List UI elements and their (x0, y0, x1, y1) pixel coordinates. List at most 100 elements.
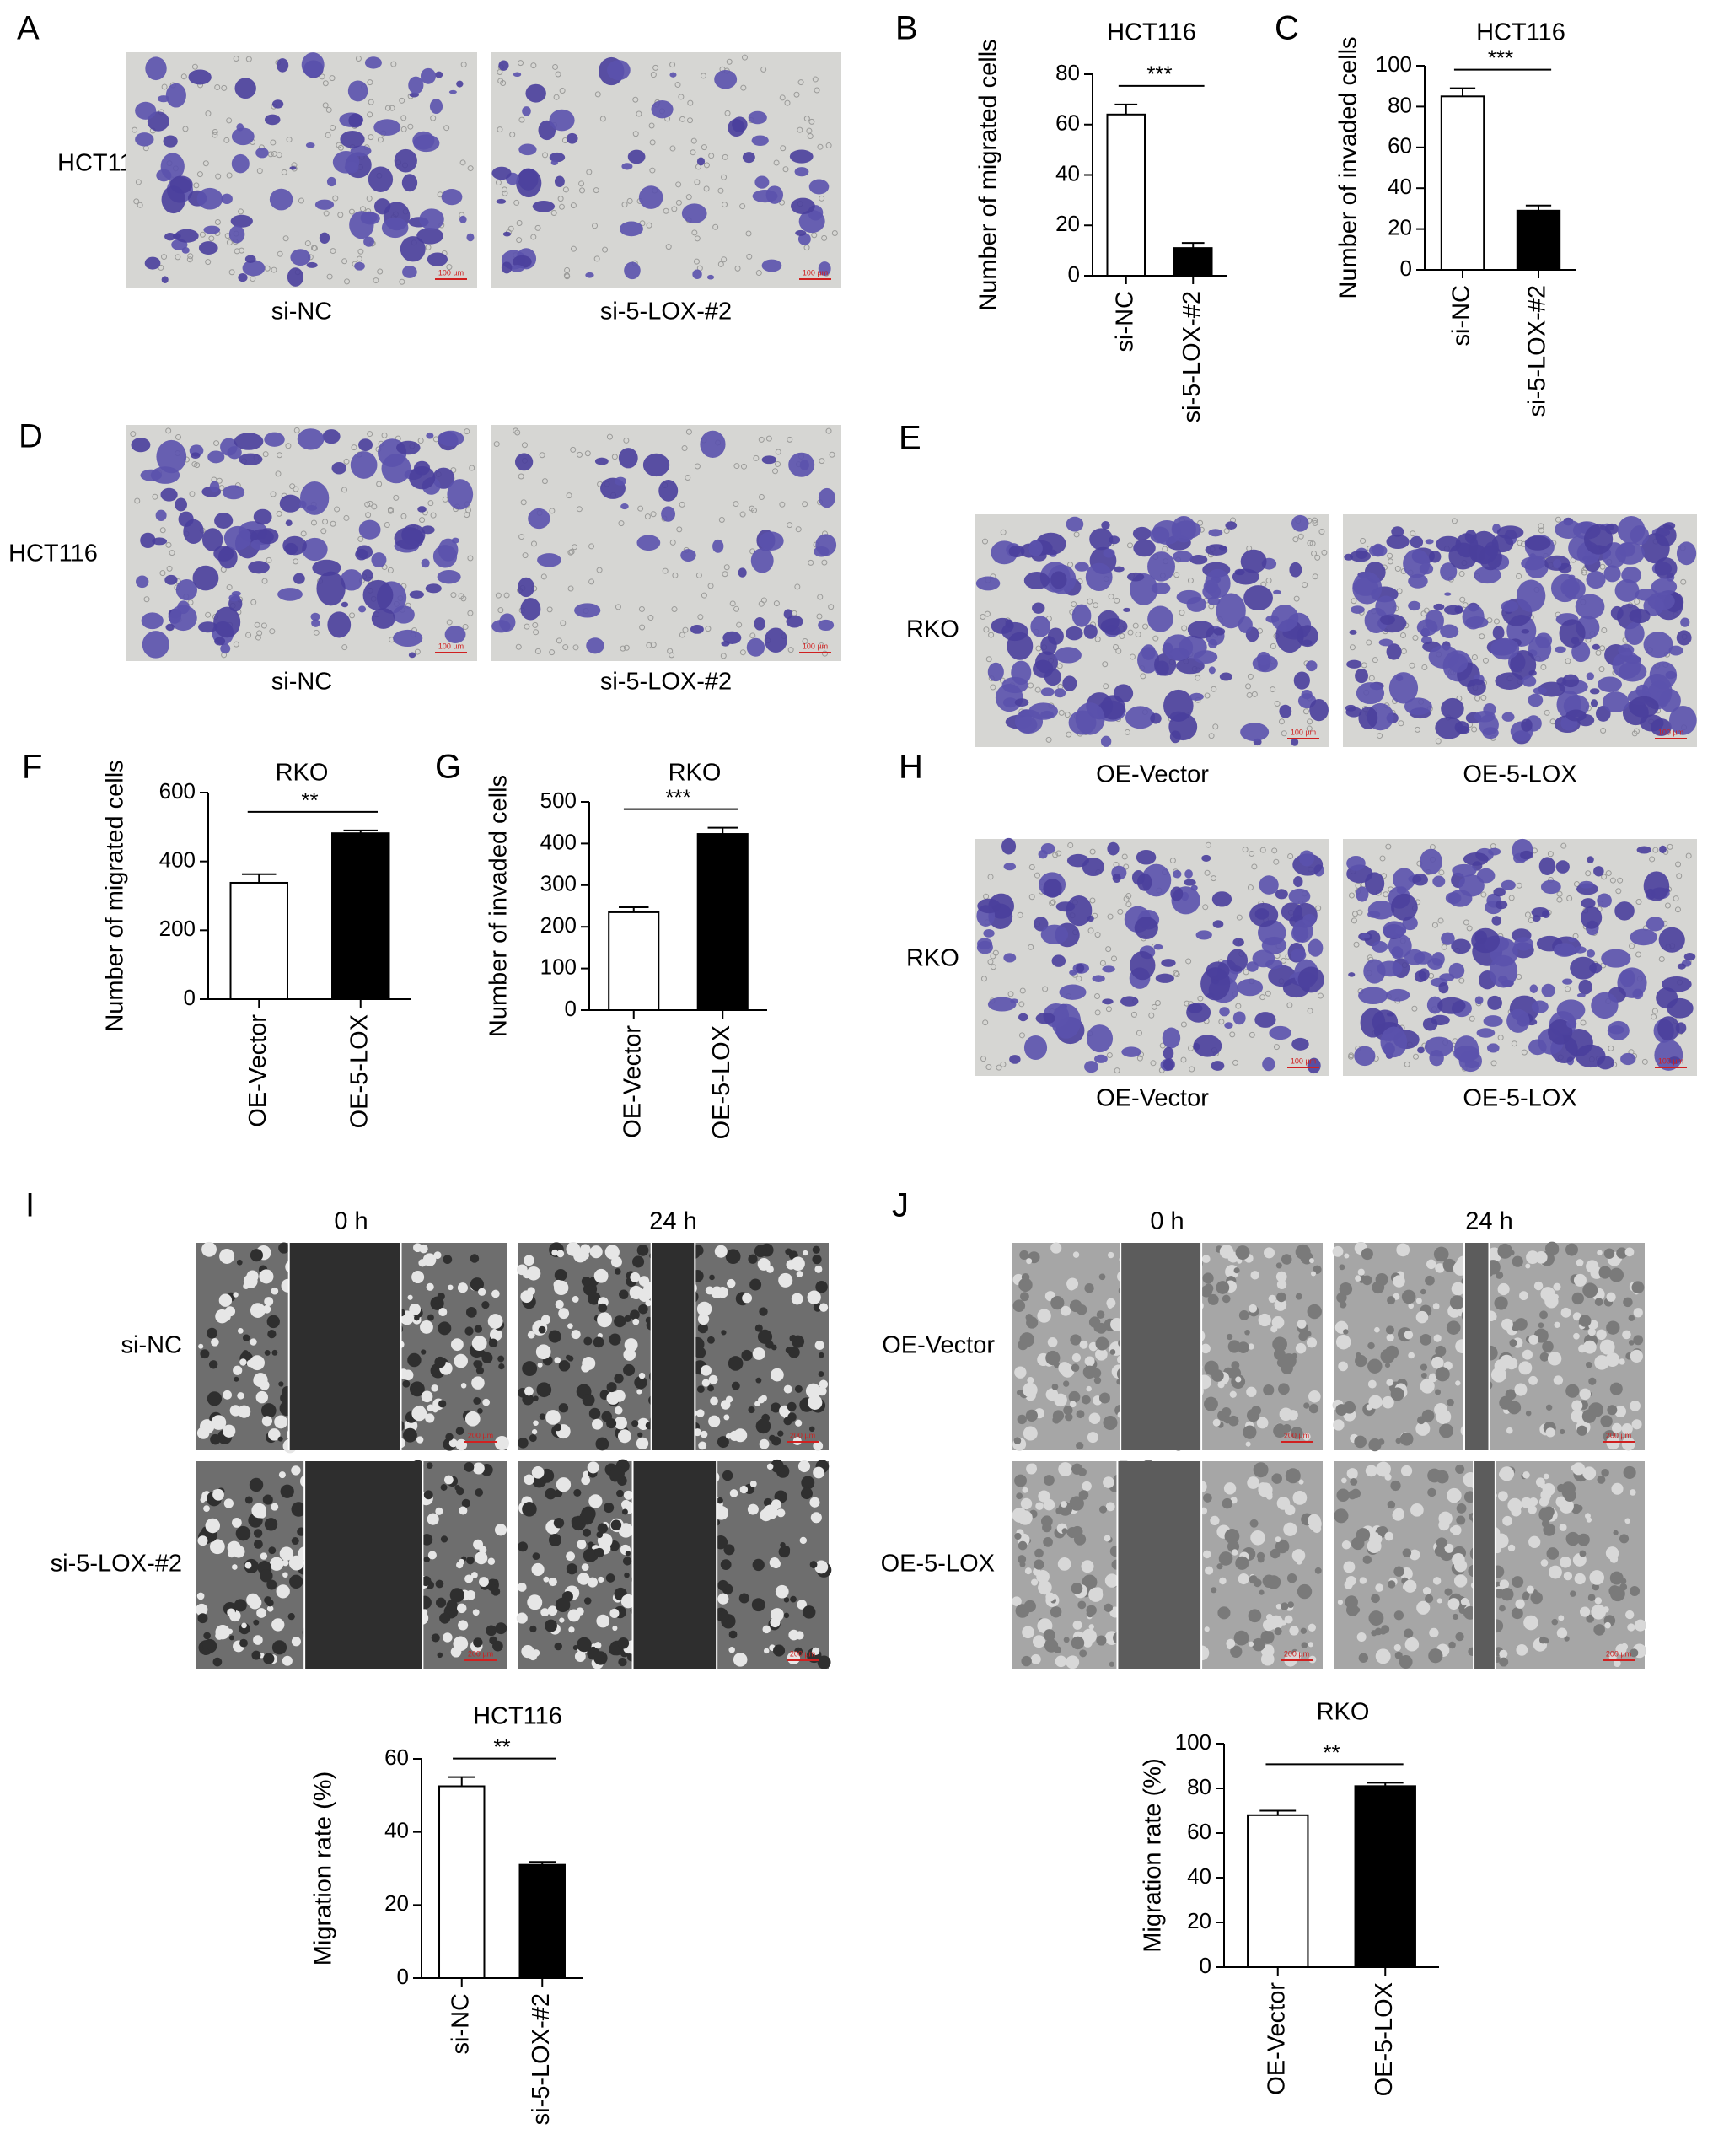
cell (1051, 1383, 1059, 1390)
pore (550, 210, 557, 217)
cell (1586, 1362, 1592, 1368)
pore (722, 153, 728, 160)
pore (621, 202, 628, 208)
cell (477, 1288, 486, 1296)
cell (1501, 712, 1515, 722)
cell (403, 1427, 417, 1443)
cell (777, 1430, 784, 1437)
cell (1069, 1401, 1077, 1408)
pore (982, 1019, 989, 1026)
pore (1565, 986, 1571, 992)
cell (1018, 1013, 1028, 1022)
cell (371, 552, 387, 568)
pore (1232, 1059, 1238, 1066)
pore (1202, 904, 1209, 911)
cell (1336, 1292, 1347, 1304)
pore (678, 94, 685, 100)
cell (198, 621, 218, 633)
panel-letter: E (899, 420, 921, 457)
cell (566, 1551, 576, 1562)
cell (400, 236, 426, 262)
pore (377, 268, 384, 275)
pore (1676, 873, 1683, 879)
x-tick-label: si-5-LOX-#2 (1179, 291, 1206, 422)
cell (1427, 1487, 1436, 1497)
cell (1421, 1409, 1435, 1422)
cell (1276, 1279, 1287, 1290)
cell (1134, 917, 1158, 940)
cell (803, 1250, 808, 1256)
pore (516, 237, 523, 244)
pore (1106, 1051, 1113, 1058)
pore (175, 254, 181, 261)
cell (1624, 1518, 1631, 1524)
pore (1067, 841, 1074, 848)
cell (1565, 709, 1587, 722)
pore (1516, 882, 1522, 889)
cell (1413, 951, 1433, 965)
y-tick-label: 500 (540, 788, 577, 813)
cell (717, 1436, 729, 1449)
cell (1499, 1395, 1513, 1410)
cell (1386, 534, 1410, 550)
wound-gap (1117, 1461, 1202, 1669)
cell (617, 1637, 630, 1649)
wound-gap (1463, 1243, 1490, 1450)
cell (291, 1502, 307, 1517)
cell (1086, 1605, 1097, 1616)
pore (733, 463, 740, 470)
bar (608, 911, 660, 1012)
pore (1265, 578, 1272, 584)
cell (520, 598, 541, 621)
pore (320, 528, 327, 535)
cell (221, 193, 233, 205)
cell (718, 1610, 729, 1621)
cell (1451, 938, 1471, 954)
pore (351, 444, 357, 451)
scale-bar-label: 100 µm (1291, 1056, 1316, 1065)
cell (553, 1280, 569, 1295)
pore (679, 632, 685, 638)
cell (588, 1494, 603, 1508)
cell (1078, 1490, 1089, 1500)
cell (443, 1255, 453, 1265)
cell (465, 1307, 477, 1318)
cell (1444, 592, 1452, 596)
pore (1482, 657, 1489, 664)
cell (1640, 714, 1664, 732)
pore (1598, 666, 1605, 673)
row-label: OE-5-LOX (881, 1551, 995, 1578)
cell (268, 1581, 276, 1589)
pore (1045, 736, 1052, 743)
pore (196, 171, 203, 178)
cell (477, 1407, 483, 1414)
cell (437, 1292, 445, 1301)
pore (1034, 686, 1041, 693)
cell (594, 1642, 602, 1649)
cell (576, 1607, 584, 1616)
cell (1019, 1561, 1026, 1567)
cell (1668, 1056, 1681, 1065)
cell (1661, 976, 1692, 992)
wound-gap (632, 1461, 717, 1669)
cell (1265, 1644, 1274, 1653)
cell (1082, 1481, 1092, 1492)
pore (1649, 856, 1656, 863)
pore (797, 126, 803, 133)
cell (401, 174, 418, 192)
cell (610, 1519, 622, 1530)
cell (1050, 1242, 1062, 1254)
panel-letter: F (22, 749, 42, 786)
cell (589, 1245, 603, 1259)
cell (1047, 1337, 1058, 1347)
pore (559, 87, 566, 94)
cell (1559, 1524, 1567, 1531)
cell (285, 519, 293, 526)
cell (1087, 1432, 1098, 1444)
pore (686, 117, 693, 124)
cell (752, 190, 778, 203)
pore (277, 250, 283, 257)
cell (596, 1614, 610, 1628)
pore (199, 231, 206, 238)
cell (1512, 1255, 1523, 1267)
